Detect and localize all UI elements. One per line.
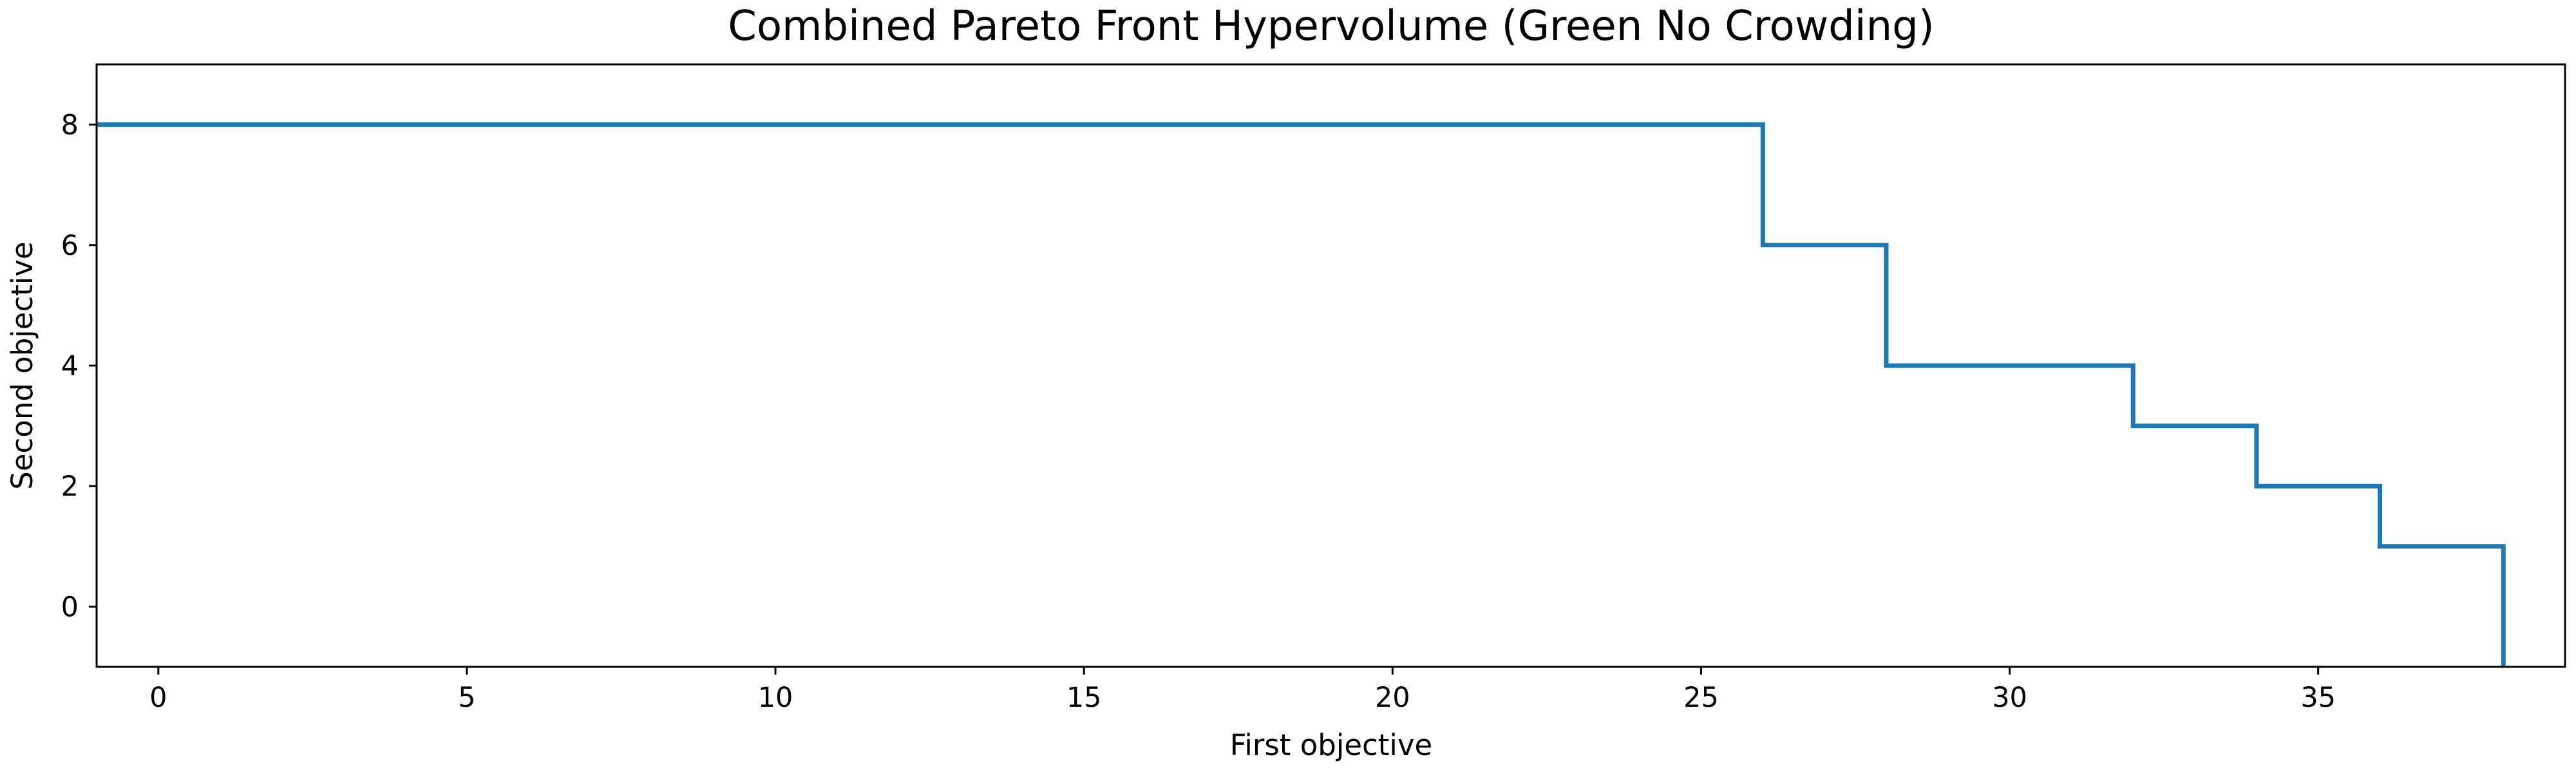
plot-frame (95, 63, 2566, 668)
x-tick-label: 0 (149, 682, 167, 714)
y-tick-label: 0 (61, 591, 79, 623)
x-tick-label: 5 (458, 682, 475, 714)
pareto-step-line-0 (97, 122, 2506, 667)
x-axis-label: First objective (1230, 728, 1433, 762)
x-tick-label: 15 (1066, 682, 1102, 714)
x-tick-label: 20 (1375, 682, 1410, 714)
y-tick-label: 6 (61, 230, 79, 262)
plot-area (97, 122, 2506, 667)
chart-title: Combined Pareto Front Hypervolume (Green… (728, 3, 1934, 50)
y-tick-label: 4 (61, 350, 79, 382)
x-tick-label: 30 (1992, 682, 2027, 714)
x-tick-label: 25 (1683, 682, 1719, 714)
x-tick-label: 10 (758, 682, 793, 714)
y-tick-label: 8 (61, 109, 79, 142)
x-tick-label: 35 (2300, 682, 2336, 714)
y-tick-label: 2 (61, 471, 79, 503)
axis-ticks: 0 5 10 15 20 25 30 35 0 2 4 6 8 (61, 109, 2336, 714)
y-axis-label: Second objective (5, 241, 39, 489)
